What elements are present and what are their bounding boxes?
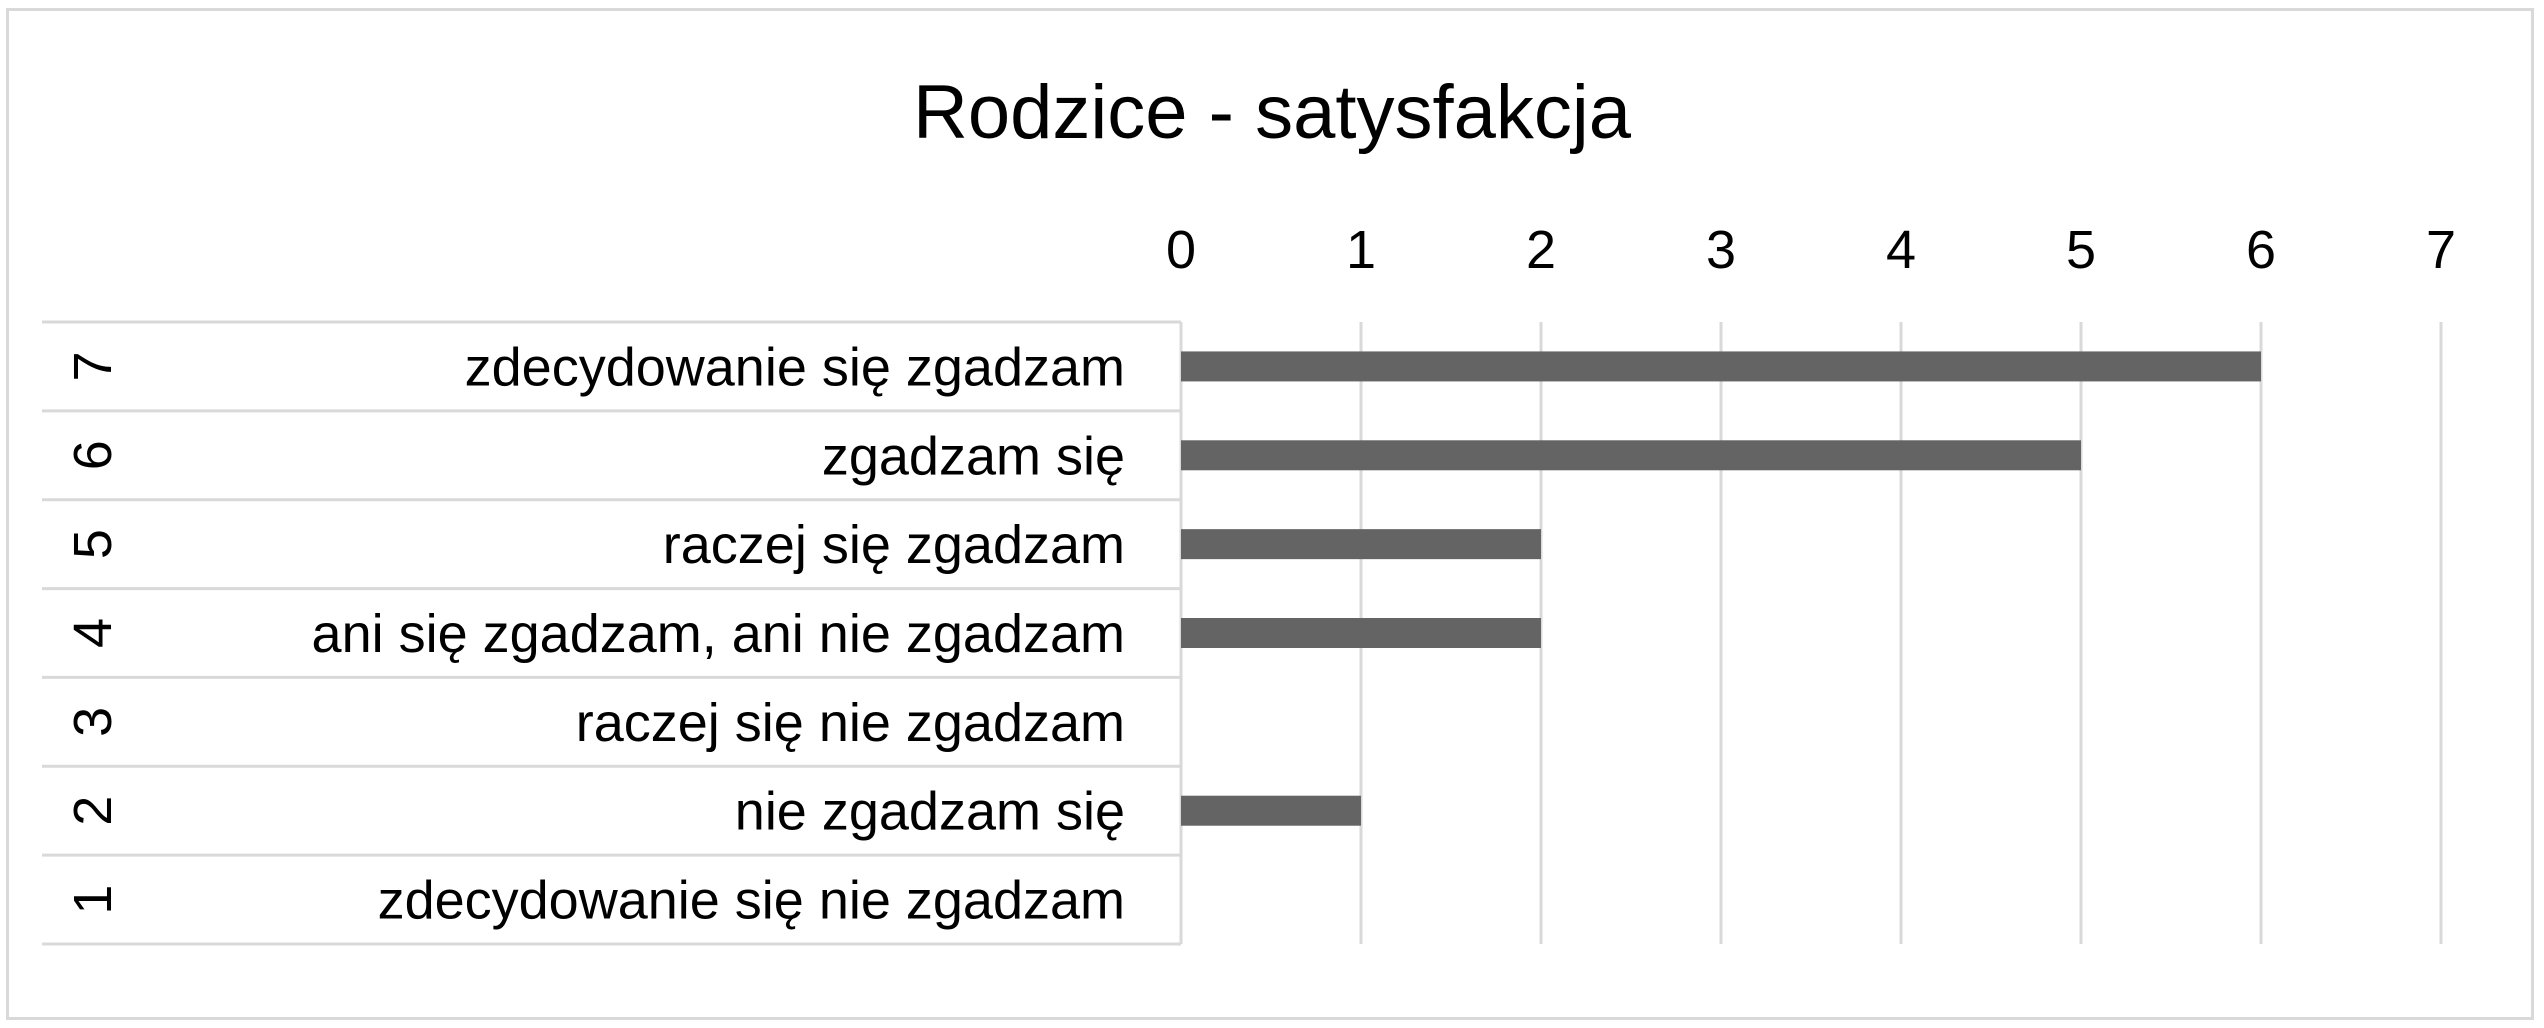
category-code: 5 <box>63 529 123 559</box>
x-axis-ticks: 0 1 2 3 4 5 6 7 <box>1166 220 2456 280</box>
category-label: zdecydowanie się zgadzam <box>465 337 1125 397</box>
x-tick-label: 4 <box>1886 220 1916 280</box>
category-code: 1 <box>63 885 123 915</box>
category-code: 2 <box>63 796 123 826</box>
x-tick-label: 6 <box>2246 220 2276 280</box>
x-tick-label: 1 <box>1346 220 1376 280</box>
category-label: ani się zgadzam, ani nie zgadzam <box>312 604 1125 664</box>
category-label: raczej się zgadzam <box>663 515 1125 575</box>
category-label: nie zgadzam się <box>735 782 1125 842</box>
category-code: 3 <box>63 707 123 737</box>
category-code: 4 <box>63 618 123 648</box>
x-tick-label: 7 <box>2426 220 2456 280</box>
bar <box>1181 529 1541 560</box>
x-tick-label: 2 <box>1526 220 1556 280</box>
category-code: 6 <box>63 440 123 470</box>
bars <box>1181 351 2261 826</box>
bar <box>1181 618 1541 648</box>
category-label: zgadzam się <box>822 426 1125 486</box>
category-code: 7 <box>63 351 123 381</box>
bar <box>1181 795 1361 826</box>
category-label: raczej się nie zgadzam <box>576 693 1125 753</box>
gridlines <box>1359 322 2443 944</box>
category-label: zdecydowanie się nie zgadzam <box>378 871 1125 931</box>
x-tick-label: 5 <box>2066 220 2096 280</box>
bar <box>1181 351 2261 382</box>
bar <box>1181 440 2081 471</box>
x-tick-label: 0 <box>1166 220 1196 280</box>
category-axis: 7 zdecydowanie się zgadzam 6 zgadzam się 5 ra… <box>42 320 1183 946</box>
chart-frame <box>6 8 2534 1020</box>
x-tick-label: 3 <box>1706 220 1736 280</box>
chart-title: Rodzice - satysfakcja <box>913 70 1632 155</box>
